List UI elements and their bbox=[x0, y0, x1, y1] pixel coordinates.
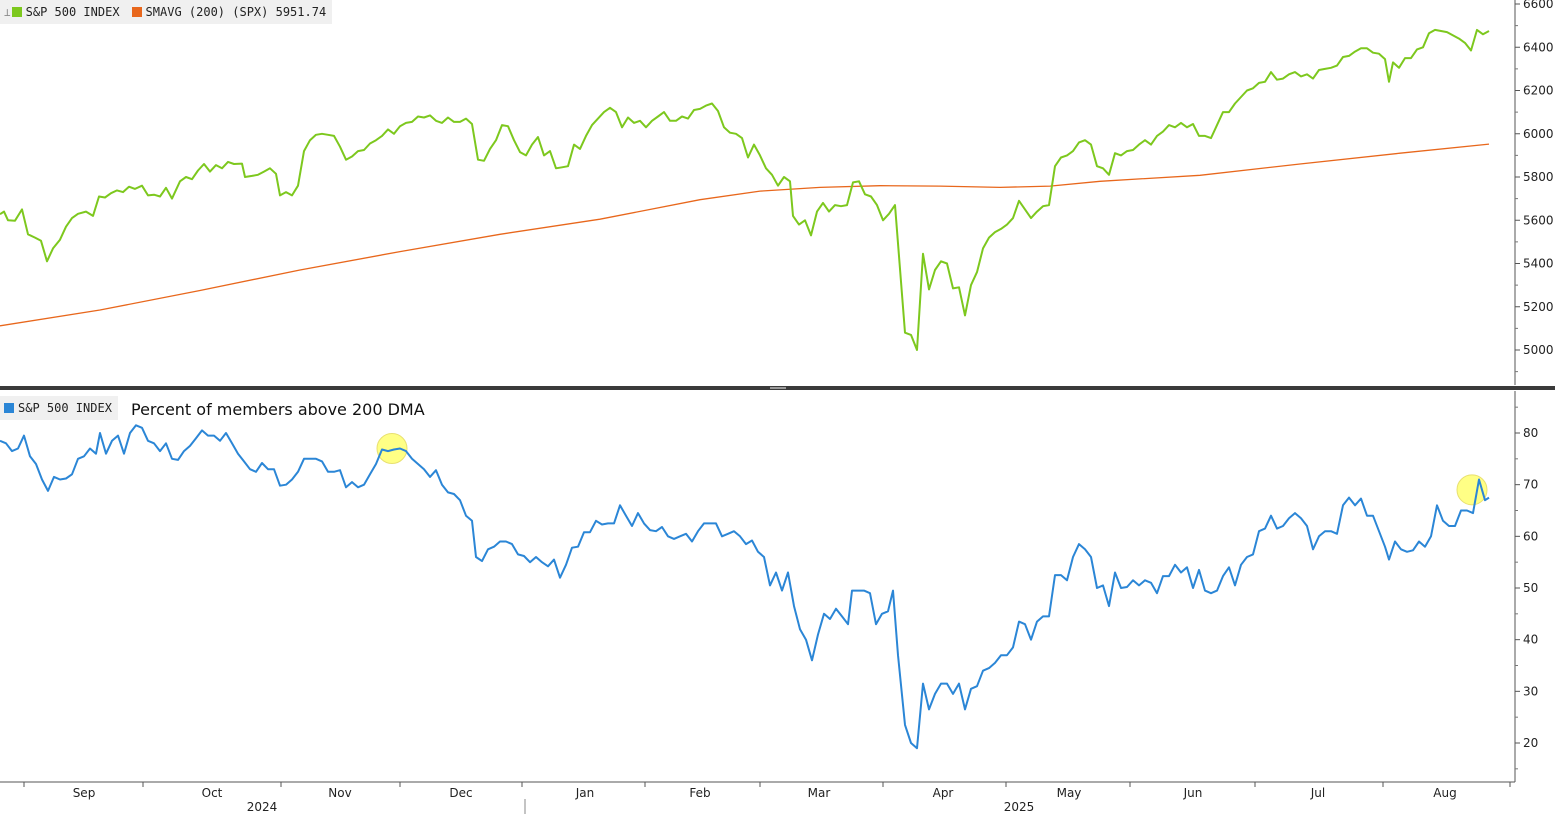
upper-legend: ⊥ S&P 500 INDEX SMAVG (200) (SPX) 5951.7… bbox=[0, 0, 333, 24]
lower-legend: S&P 500 INDEX bbox=[0, 396, 118, 420]
upper-y-tick-label: 5600 bbox=[1523, 213, 1554, 227]
pin-icon[interactable]: ⊥ bbox=[4, 5, 11, 19]
legend-label-spx: S&P 500 INDEX bbox=[25, 5, 120, 19]
lower-y-tick-label: 50 bbox=[1523, 581, 1538, 595]
x-month-label: May bbox=[1057, 786, 1082, 800]
series-line-spx[interactable] bbox=[0, 28, 1490, 351]
lower-y-tick-label: 30 bbox=[1523, 684, 1538, 698]
legend-swatch-smavg bbox=[131, 7, 142, 17]
x-month-label: Nov bbox=[328, 786, 351, 800]
lower-y-tick-label: 70 bbox=[1523, 478, 1538, 492]
upper-y-tick-label: 6400 bbox=[1523, 40, 1554, 54]
upper-y-tick-label: 6200 bbox=[1523, 84, 1554, 98]
lower-chart-title: Percent of members above 200 DMA bbox=[131, 400, 425, 419]
upper-y-tick-label: 5800 bbox=[1523, 170, 1554, 184]
x-year-label: 2024 bbox=[247, 800, 278, 814]
x-month-label: Jun bbox=[1183, 786, 1203, 800]
legend-swatch-spx bbox=[11, 7, 22, 17]
x-month-label: Oct bbox=[202, 786, 223, 800]
x-month-label: Mar bbox=[808, 786, 831, 800]
x-month-label: Apr bbox=[933, 786, 954, 800]
lower-y-tick-label: 60 bbox=[1523, 529, 1538, 543]
highlight-circle bbox=[376, 433, 408, 464]
legend-item-smavg[interactable]: SMAVG (200) (SPX) 5951.74 bbox=[131, 5, 327, 19]
x-month-label: Jul bbox=[1310, 786, 1325, 800]
x-month-label: Feb bbox=[689, 786, 710, 800]
x-year-label: 2025 bbox=[1004, 800, 1035, 814]
x-month-label: Jan bbox=[575, 786, 595, 800]
lower-y-tick-label: 20 bbox=[1523, 736, 1538, 750]
series-line-smavg[interactable] bbox=[0, 143, 1490, 327]
x-month-label: Aug bbox=[1433, 786, 1456, 800]
legend-label-smavg: SMAVG (200) (SPX) 5951.74 bbox=[145, 5, 327, 19]
upper-y-tick-label: 6600 bbox=[1523, 0, 1554, 11]
lower-y-tick-label: 80 bbox=[1523, 426, 1538, 440]
series-lines bbox=[0, 28, 1490, 750]
upper-y-tick-label: 5000 bbox=[1523, 343, 1554, 357]
legend-item-spx[interactable]: S&P 500 INDEX bbox=[11, 5, 120, 19]
x-month-label: Dec bbox=[449, 786, 472, 800]
series-line-breadth[interactable] bbox=[0, 424, 1490, 750]
lower-y-tick-label: 40 bbox=[1523, 633, 1538, 647]
upper-y-tick-label: 5200 bbox=[1523, 300, 1554, 314]
upper-y-tick-label: 6000 bbox=[1523, 127, 1554, 141]
panel-resize-handle[interactable] bbox=[770, 387, 786, 389]
legend-swatch-breadth bbox=[4, 403, 14, 413]
x-month-label: Sep bbox=[73, 786, 96, 800]
upper-y-tick-label: 5400 bbox=[1523, 257, 1554, 271]
legend-item-breadth[interactable]: S&P 500 INDEX bbox=[4, 401, 112, 415]
legend-label-breadth: S&P 500 INDEX bbox=[18, 401, 112, 415]
highlight-markers bbox=[376, 433, 1488, 506]
